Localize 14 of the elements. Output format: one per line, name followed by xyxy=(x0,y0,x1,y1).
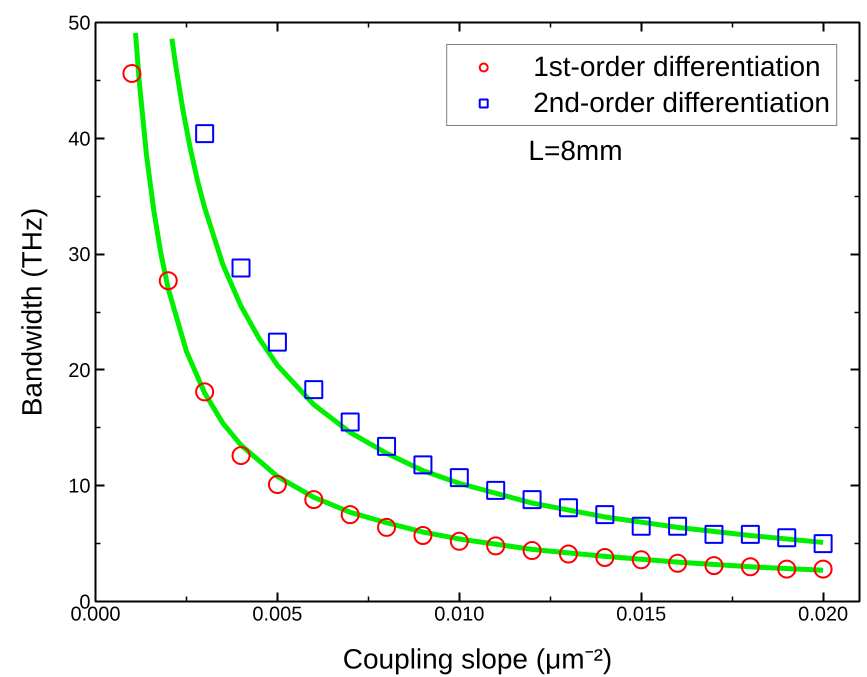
legend-label: 2nd-order differentiation xyxy=(533,87,830,119)
y-axis-title: Bandwidth (THz) xyxy=(16,208,48,416)
x-tick-label: 0.015 xyxy=(616,604,666,626)
legend-label: 1st-order differentiation xyxy=(533,51,821,83)
y-tick-label: 30 xyxy=(68,244,91,266)
y-tick-label: 20 xyxy=(68,360,91,382)
x-axis-title: Coupling slope (μm⁻²) xyxy=(342,644,612,674)
y-tick-label: 40 xyxy=(68,128,91,150)
y-tick-label: 50 xyxy=(68,12,91,34)
annotation: L=8mm xyxy=(528,134,623,166)
x-tick-label: 0.010 xyxy=(434,604,484,626)
x-tick-label: 0.005 xyxy=(252,604,302,626)
y-tick-label: 10 xyxy=(68,476,91,498)
x-tick-label: 0.020 xyxy=(798,604,848,626)
